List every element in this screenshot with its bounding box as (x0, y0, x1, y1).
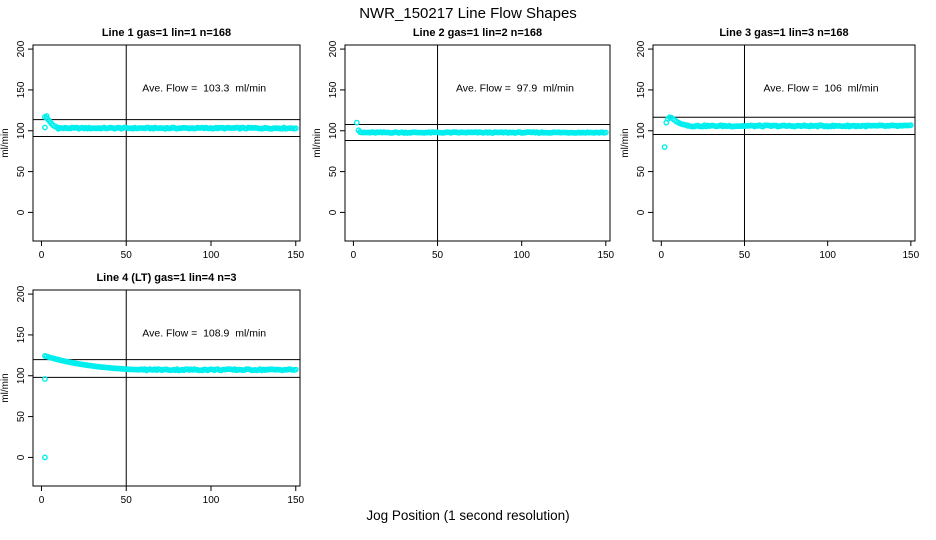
data-point (907, 122, 914, 129)
x-tick-label: 0 (659, 250, 665, 261)
panel-title: Line 2 gas=1 lin=2 n=168 (413, 27, 542, 39)
plot-box (344, 44, 611, 242)
y-tick-label: 0 (16, 454, 27, 460)
x-tick-label: 0 (39, 495, 45, 506)
y-tick-label: 150 (16, 81, 27, 98)
panel-title: Line 3 gas=1 lin=3 n=168 (719, 27, 848, 39)
x-tick-label: 50 (121, 495, 133, 506)
x-tick-label: 50 (121, 250, 133, 261)
y-tick-label: 50 (16, 166, 27, 178)
plot-box (652, 44, 916, 242)
y-tick-label: 100 (16, 367, 27, 384)
y-tick-label: 0 (16, 209, 27, 215)
x-axis-label: Jog Position (1 second resolution) (366, 508, 570, 523)
plot-box (32, 44, 301, 242)
scatter-points (353, 119, 609, 136)
y-tick-label: 50 (328, 166, 339, 178)
scatter-points (42, 352, 299, 461)
panel-title: Line 1 gas=1 lin=1 n=168 (102, 27, 231, 39)
ave-flow-annotation: Ave. Flow = 97.9 ml/min (456, 83, 574, 95)
y-tick-label: 150 (16, 326, 27, 343)
y-tick-label: 100 (328, 122, 339, 139)
data-point (661, 144, 668, 151)
data-point (292, 125, 299, 132)
x-tick-label: 150 (287, 495, 304, 506)
ave-flow-annotation: Ave. Flow = 108.9 ml/min (142, 328, 266, 340)
y-axis-label: ml/min (0, 373, 11, 402)
data-point (42, 454, 48, 461)
x-tick-label: 50 (739, 250, 751, 261)
scatter-points (661, 114, 914, 151)
x-tick-label: 100 (203, 250, 220, 261)
y-tick-label: 50 (636, 166, 647, 178)
x-tick-label: 100 (819, 250, 836, 261)
y-tick-label: 200 (328, 40, 339, 57)
y-tick-label: 200 (16, 40, 27, 57)
x-tick-label: 150 (597, 250, 614, 261)
plot-box (32, 289, 301, 487)
y-tick-label: 150 (636, 81, 647, 98)
data-point (602, 129, 609, 136)
x-tick-label: 0 (39, 250, 45, 261)
panel-4: Line 4 (LT) gas=1 lin=4 n=3 0 50 100 150 0 50 1… (0, 272, 305, 506)
ave-flow-annotation: Ave. Flow = 103.3 ml/min (142, 83, 266, 95)
scatter-points (42, 113, 299, 132)
x-tick-label: 0 (351, 250, 357, 261)
y-axis-label: ml/min (620, 128, 631, 157)
y-tick-label: 200 (636, 40, 647, 57)
x-tick-label: 100 (513, 250, 530, 261)
y-axis-label: ml/min (312, 128, 323, 157)
x-tick-label: 150 (902, 250, 919, 261)
y-axis-label: ml/min (0, 128, 11, 157)
y-tick-label: 50 (16, 411, 27, 423)
y-tick-label: 0 (328, 209, 339, 215)
data-point (42, 376, 48, 382)
y-tick-label: 200 (16, 285, 27, 302)
ave-flow-annotation: Ave. Flow = 106 ml/min (763, 83, 878, 95)
y-tick-label: 150 (328, 81, 339, 98)
panel-title: Line 4 (LT) gas=1 lin=4 n=3 (96, 272, 236, 284)
y-tick-label: 100 (16, 122, 27, 139)
y-tick-label: 0 (636, 209, 647, 215)
x-tick-label: 100 (203, 495, 220, 506)
data-point (292, 366, 299, 373)
main-title: NWR_150217 Line Flow Shapes (359, 5, 577, 22)
x-tick-label: 50 (432, 250, 444, 261)
data-point (353, 119, 360, 126)
x-tick-label: 150 (287, 250, 304, 261)
panel-2: Line 2 gas=1 lin=2 n=168 0 50 100 150 0 50 100 1… (312, 27, 615, 261)
data-point (42, 124, 48, 131)
y-tick-label: 100 (636, 122, 647, 139)
panel-1: Line 1 gas=1 lin=1 n=168 0 50 100 150 0 50 100 1… (0, 27, 305, 261)
panel-3: Line 3 gas=1 lin=3 n=168 0 50 100 150 0 50 100 1… (620, 27, 920, 261)
